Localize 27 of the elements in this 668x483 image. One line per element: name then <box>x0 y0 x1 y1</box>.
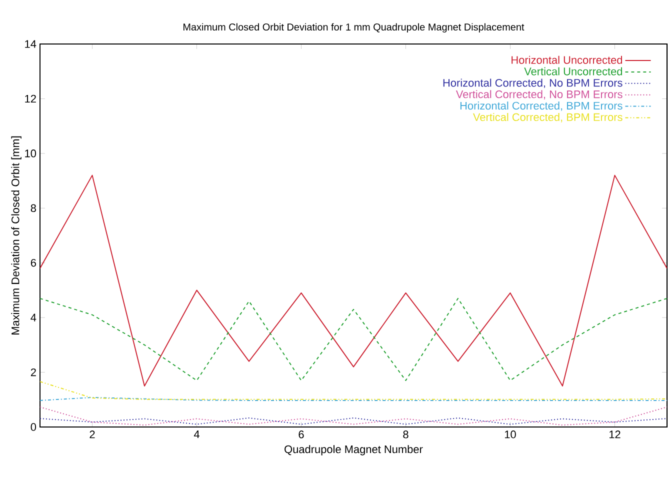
legend-label: Vertical Corrected, BPM Errors <box>473 112 622 122</box>
y-tick-label: 8 <box>30 204 36 212</box>
legend-label: Horizontal Corrected, BPM Errors <box>460 102 622 111</box>
y-tick-label: 12 <box>25 94 36 103</box>
y-tick-label: 10 <box>25 150 36 158</box>
x-axis-title: Quadrupole Magnet Number <box>284 445 423 456</box>
y-axis-title: Maximum Deviation of Closed Orbit [mm] <box>11 136 22 334</box>
legend-label: Vertical Uncorrected <box>524 67 622 76</box>
x-tick-label: 8 <box>403 430 408 438</box>
line-series <box>40 298 668 381</box>
x-tick-label: 4 <box>194 430 200 438</box>
y-tick-label: 14 <box>25 40 36 48</box>
y-tick-label: 0 <box>30 423 36 431</box>
line-series <box>40 417 668 425</box>
legend-label: Horizontal Uncorrected <box>512 56 622 64</box>
x-tick-label: 2 <box>90 430 95 438</box>
legend-label: Vertical Corrected, No BPM Errors <box>456 90 622 100</box>
line-series <box>40 406 668 426</box>
chart-title: Maximum Closed Orbit Deviation for 1 mm Quadrupole Magnet Displacement <box>183 23 524 32</box>
line-series <box>40 174 668 386</box>
y-tick-label: 2 <box>30 368 36 376</box>
x-tick-label: 10 <box>504 430 516 438</box>
x-tick-label: 6 <box>298 430 304 438</box>
y-tick-label: 6 <box>30 258 36 267</box>
y-tick-label: 4 <box>30 314 36 322</box>
x-tick-label: 12 <box>609 430 620 438</box>
legend-label: Horizontal Corrected, No BPM Errors <box>443 78 622 88</box>
